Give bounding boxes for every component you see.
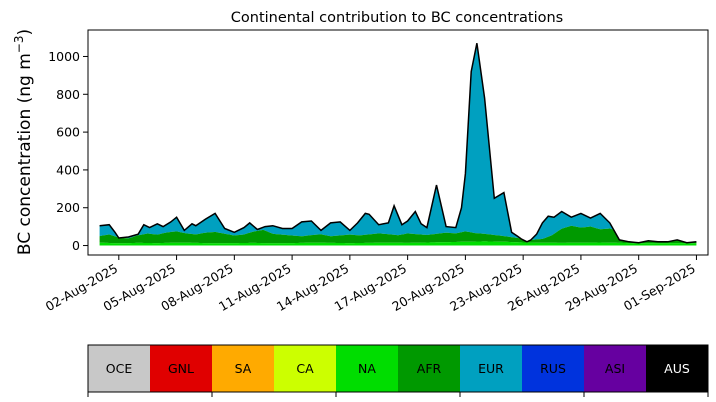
- y-axis-label-main: BC concentration (ng m: [15, 53, 35, 255]
- legend-label-sa: SA: [235, 361, 252, 376]
- legend-swatch-asi: [584, 345, 647, 392]
- legend-swatch-afr: [398, 345, 461, 392]
- plot-frame: [87, 29, 709, 256]
- y-axis-label-close: ): [15, 29, 35, 36]
- legend-label-asi: ASI: [605, 361, 625, 376]
- legend-label-gnl: GNL: [168, 361, 194, 376]
- legend-swatch-gnl: [150, 345, 213, 392]
- y-tick-label: 600: [56, 125, 80, 140]
- legend-label-na: NA: [358, 361, 376, 376]
- x-axis-ticks: 02-Aug-202505-Aug-202508-Aug-202511-Aug-…: [43, 255, 698, 314]
- series-layer: [99, 43, 697, 246]
- legend-frame: [87, 344, 709, 393]
- region-legend-bar: OCE GNL SA CA NA AFR EUR RUS ASI AUS: [87, 344, 709, 397]
- y-tick-label: 1000: [48, 49, 80, 64]
- legend-label-rus: RUS: [540, 361, 566, 376]
- plot-area: [87, 29, 709, 256]
- legend-label-aus: AUS: [664, 361, 690, 376]
- legend-swatch-sa: [212, 345, 275, 392]
- legend-swatch-rus: [522, 345, 585, 392]
- legend-label-ca: CA: [296, 361, 314, 376]
- y-tick-label: 200: [56, 200, 80, 215]
- y-axis-label-sup: −3: [12, 35, 26, 53]
- y-tick-label: 400: [56, 162, 80, 177]
- legend-label-oce: OCE: [106, 361, 133, 376]
- total-line: [99, 43, 697, 244]
- area-series-afr: [99, 225, 697, 244]
- y-axis-ticks: 0 200 400 600 800 1000: [48, 49, 88, 253]
- area-series-eur: [99, 43, 697, 243]
- legend-label-eur: EUR: [478, 361, 504, 376]
- area-series-na: [99, 241, 697, 246]
- y-tick-label: 0: [72, 238, 80, 253]
- legend-swatch-eur: [460, 345, 523, 392]
- legend-swatch-ca: [274, 345, 337, 392]
- legend-swatch-na: [336, 345, 399, 392]
- legend-swatch-oce: [88, 345, 151, 392]
- legend-swatch-aus: [646, 345, 709, 392]
- legend-label-afr: AFR: [417, 361, 442, 376]
- y-axis-label: BC concentration (ng m−3): [12, 29, 35, 255]
- y-tick-label: 800: [56, 87, 80, 102]
- chart-title: Continental contribution to BC concentra…: [231, 10, 563, 26]
